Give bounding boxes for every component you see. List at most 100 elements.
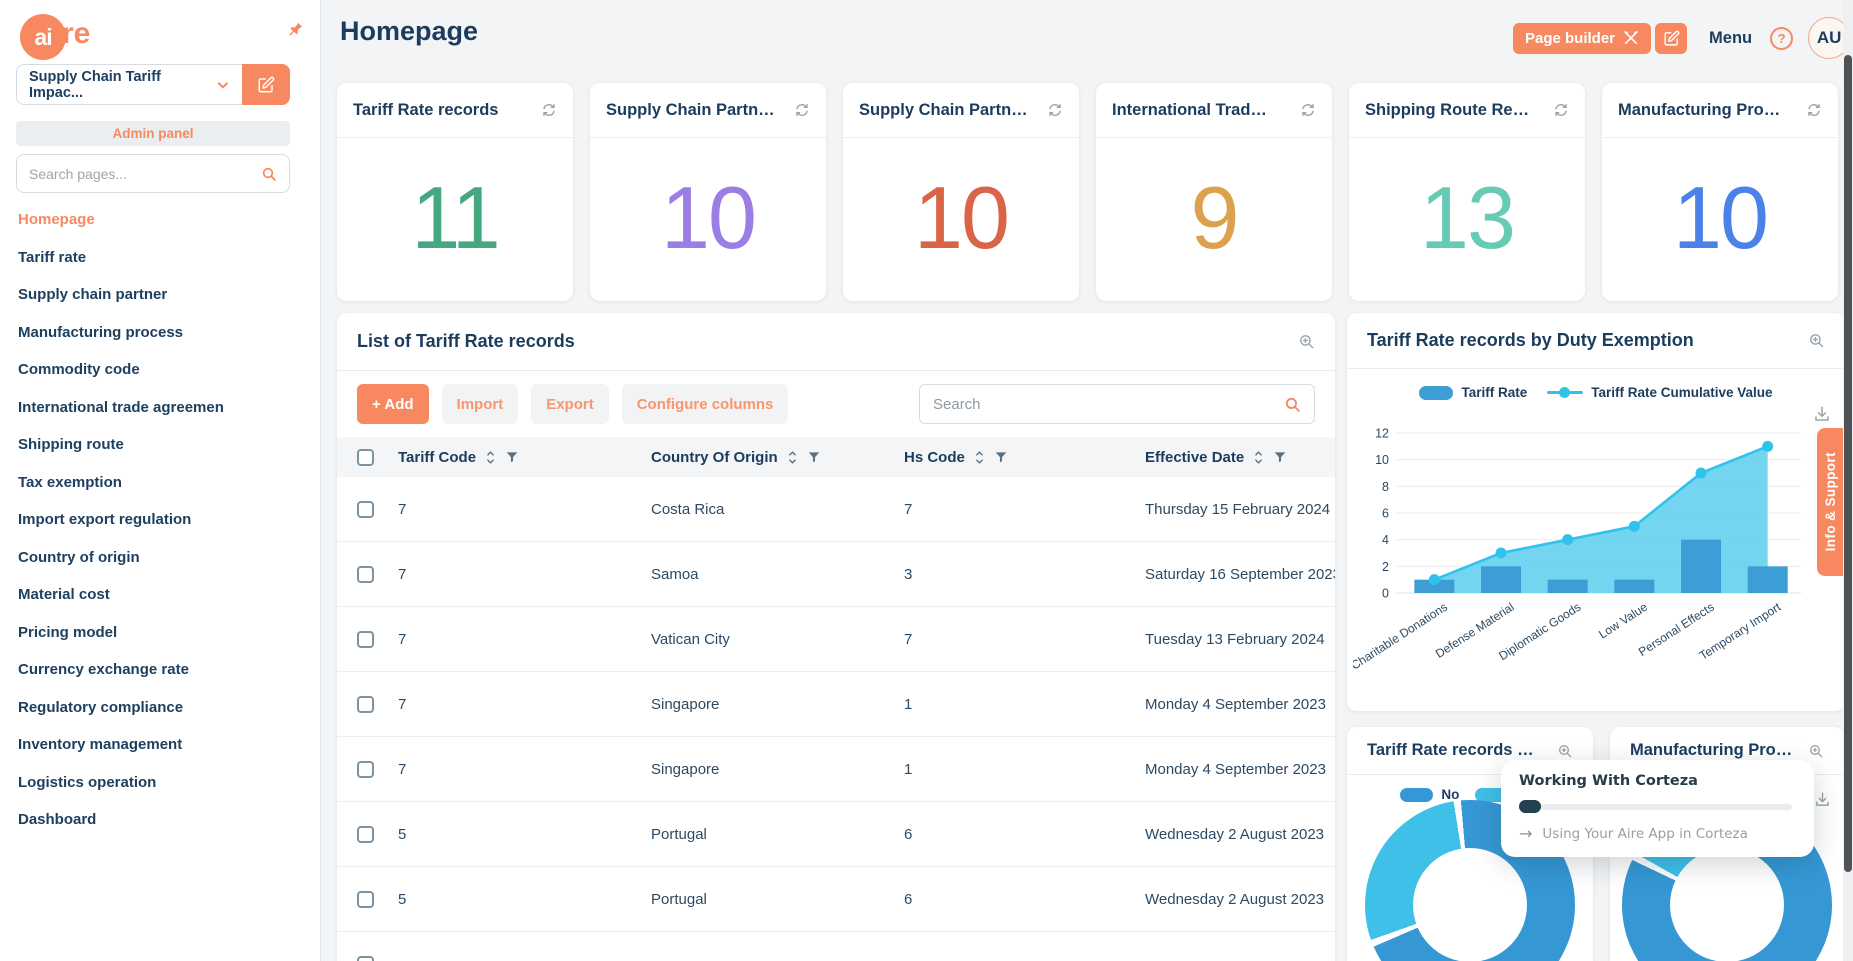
- sidebar-item-country-of-origin[interactable]: Country of origin: [18, 548, 140, 566]
- column-label[interactable]: Tariff Code: [398, 448, 477, 466]
- sidebar-item-import-export-regulation[interactable]: Import export regulation: [18, 511, 192, 529]
- sidebar-item-homepage[interactable]: Homepage: [18, 211, 95, 229]
- table-search-input[interactable]: [933, 395, 1284, 413]
- refresh-icon[interactable]: [1553, 102, 1569, 118]
- data-point[interactable]: [1428, 574, 1440, 586]
- legend-item[interactable]: Tariff Rate: [1419, 385, 1527, 400]
- table-row[interactable]: 7 Costa Rica 7 Thursday 15 February 2024: [337, 477, 1335, 542]
- page-title: Homepage: [340, 16, 479, 46]
- filter-icon[interactable]: [807, 450, 821, 464]
- sidebar-item-supply-chain-partner[interactable]: Supply chain partner: [18, 286, 168, 304]
- column-label[interactable]: Hs Code: [904, 448, 965, 466]
- scrollbar-thumb[interactable]: [1844, 55, 1852, 872]
- help-icon[interactable]: ?: [1770, 26, 1794, 50]
- magnify-expand-icon[interactable]: [1808, 332, 1825, 349]
- refresh-icon[interactable]: [541, 102, 557, 118]
- table-row[interactable]: [337, 932, 1335, 961]
- magnify-expand-icon[interactable]: [1808, 743, 1824, 759]
- data-point[interactable]: [1762, 440, 1774, 452]
- search-icon[interactable]: [261, 166, 277, 182]
- sidebar-item-tariff-rate[interactable]: Tariff rate: [18, 248, 87, 266]
- sidebar-item-logistics-operation[interactable]: Logistics operation: [18, 773, 157, 791]
- bar[interactable]: [1747, 566, 1788, 593]
- row-checkbox[interactable]: [357, 500, 374, 518]
- download-icon[interactable]: [1814, 791, 1831, 808]
- table-row[interactable]: 5 Portugal 6 Wednesday 2 August 2023: [337, 802, 1335, 867]
- export-button[interactable]: Export: [531, 384, 609, 424]
- info-support-tab[interactable]: Info & Support: [1817, 428, 1844, 576]
- column-label[interactable]: Country Of Origin: [651, 448, 778, 466]
- bar[interactable]: [1547, 579, 1588, 593]
- row-checkbox[interactable]: [357, 565, 374, 583]
- metric-card-value: 13: [1420, 168, 1516, 267]
- filter-icon[interactable]: [994, 450, 1008, 464]
- sidebar-item-tax-exemption[interactable]: Tax exemption: [18, 473, 122, 491]
- sidebar-item-shipping-route[interactable]: Shipping route: [18, 436, 124, 454]
- bar[interactable]: [1614, 579, 1655, 593]
- table-row[interactable]: 5 Portugal 6 Wednesday 2 August 2023: [337, 867, 1335, 932]
- data-point[interactable]: [1562, 534, 1574, 546]
- legend-item[interactable]: No: [1400, 787, 1459, 802]
- configure-columns-button[interactable]: Configure columns: [621, 384, 789, 424]
- sidebar-item-regulatory-compliance[interactable]: Regulatory compliance: [18, 698, 184, 716]
- bar[interactable]: [1414, 579, 1455, 593]
- import-button[interactable]: Import: [441, 384, 519, 424]
- sidebar: ai re by Planet Crust Supply Chain Tarif…: [0, 0, 321, 961]
- sidebar-item-material-cost[interactable]: Material cost: [18, 586, 110, 604]
- sort-icon[interactable]: [1252, 450, 1265, 465]
- bar[interactable]: [1681, 539, 1721, 593]
- popover-link[interactable]: → Using Your Aire App in Corteza: [1519, 824, 1796, 843]
- magnify-expand-icon[interactable]: [1557, 743, 1573, 759]
- refresh-icon[interactable]: [1806, 102, 1822, 118]
- add-button[interactable]: + Add: [357, 384, 429, 424]
- row-checkbox[interactable]: [357, 955, 374, 961]
- legend-item[interactable]: Tariff Rate Cumulative Value: [1547, 385, 1773, 400]
- table-row[interactable]: 7 Samoa 3 Saturday 16 September 2023: [337, 542, 1335, 607]
- row-checkbox[interactable]: [357, 760, 374, 778]
- edit-page-button[interactable]: [1655, 22, 1688, 54]
- sidebar-item-pricing-model[interactable]: Pricing model: [18, 623, 118, 641]
- table-row[interactable]: 7 Singapore 1 Monday 4 September 2023: [337, 737, 1335, 802]
- sidebar-item-manufacturing-process[interactable]: Manufacturing process: [18, 323, 184, 341]
- magnify-expand-icon[interactable]: [1298, 333, 1315, 350]
- data-point[interactable]: [1628, 520, 1640, 532]
- select-all-checkbox[interactable]: [357, 448, 374, 466]
- filter-icon[interactable]: [1273, 450, 1287, 464]
- row-checkbox[interactable]: [357, 630, 374, 648]
- filter-icon[interactable]: [505, 450, 519, 464]
- pin-sidebar-icon[interactable]: [284, 18, 306, 40]
- sidebar-item-international-trade-agreemen[interactable]: International trade agreemen: [18, 398, 224, 416]
- sort-icon[interactable]: [973, 450, 986, 465]
- sort-icon[interactable]: [786, 450, 799, 465]
- cell-tariff-code: 7: [398, 630, 407, 648]
- sidebar-search: [16, 154, 290, 193]
- row-checkbox[interactable]: [357, 695, 374, 713]
- search-icon[interactable]: [1284, 396, 1301, 413]
- metric-card-value: 10: [661, 168, 757, 267]
- download-icon[interactable]: [1813, 405, 1831, 423]
- row-checkbox[interactable]: [357, 825, 374, 843]
- refresh-icon[interactable]: [794, 102, 810, 118]
- refresh-icon[interactable]: [1300, 102, 1316, 118]
- page-builder-button[interactable]: Page builder: [1513, 22, 1652, 54]
- column-header-hs-code: Hs Code: [904, 449, 1145, 466]
- data-point[interactable]: [1695, 467, 1707, 479]
- sidebar-item-dashboard[interactable]: Dashboard: [18, 811, 97, 829]
- refresh-icon[interactable]: [1047, 102, 1063, 118]
- row-checkbox[interactable]: [357, 890, 374, 908]
- table-row[interactable]: 7 Singapore 1 Monday 4 September 2023: [337, 672, 1335, 737]
- app-select-dropdown[interactable]: Supply Chain Tariff Impac...: [16, 64, 242, 105]
- app-edit-button[interactable]: [242, 64, 290, 105]
- sort-icon[interactable]: [484, 450, 497, 465]
- sidebar-item-inventory-management[interactable]: Inventory management: [18, 736, 183, 754]
- column-label[interactable]: Effective Date: [1145, 448, 1245, 466]
- data-point[interactable]: [1495, 547, 1507, 559]
- menu-button[interactable]: Menu: [1709, 28, 1753, 47]
- search-pages-input[interactable]: [29, 165, 261, 182]
- bar[interactable]: [1481, 566, 1521, 593]
- sidebar-item-currency-exchange-rate[interactable]: Currency exchange rate: [18, 661, 189, 679]
- table-row[interactable]: 7 Vatican City 7 Tuesday 13 February 2024: [337, 607, 1335, 672]
- sidebar-item-commodity-code[interactable]: Commodity code: [18, 361, 140, 379]
- cell-country-of-origin: Costa Rica: [651, 500, 725, 518]
